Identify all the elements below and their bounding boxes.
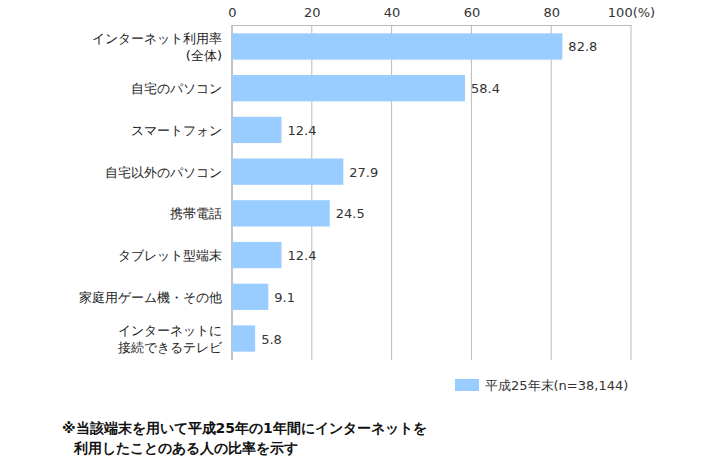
annotation-line: 利用したことのある人の比率を示す xyxy=(73,440,298,456)
legend: 平成25年末(n=38,144) xyxy=(455,378,628,393)
data-label: 5.8 xyxy=(261,332,282,347)
category-label-line: 携帯電話 xyxy=(170,206,222,221)
data-label: 12.4 xyxy=(287,123,316,138)
tick-label: 20 xyxy=(304,5,321,20)
category-label-line: (全体) xyxy=(186,48,222,63)
tick: 60 xyxy=(464,5,481,25)
data-label: 27.9 xyxy=(349,165,378,180)
plot: 0 20 40 60 80 100(%) インターネット利用率 (全体) 自宅のパソコンスマート… xyxy=(79,5,655,360)
category-label-line: スマートフォン xyxy=(131,123,222,138)
data-labels: 82.8 58.4 12.4 27.9 24.5 12.4 9.1 5.8 xyxy=(261,39,597,346)
x-axis: 0 20 40 60 80 100(%) xyxy=(228,5,655,26)
legend-swatch xyxy=(455,379,479,391)
data-label: 58.4 xyxy=(471,81,500,96)
category-label-line: 自宅のパソコン xyxy=(131,81,222,96)
data-label: 24.5 xyxy=(336,206,365,221)
bar xyxy=(232,33,562,59)
bar xyxy=(232,325,255,351)
data-label: 9.1 xyxy=(274,290,295,305)
data-label: 82.8 xyxy=(568,39,597,54)
bar xyxy=(232,117,281,143)
tick: 40 xyxy=(384,5,401,25)
tick: 20 xyxy=(304,5,321,25)
tick-label: 100(%) xyxy=(608,5,655,20)
tick: 80 xyxy=(543,5,560,25)
tick: 0 xyxy=(228,5,236,25)
bar xyxy=(232,200,330,226)
tick: 100(%) xyxy=(608,5,655,25)
annotation: ※当該端末を用いて平成25年の1年間にインターネットを利用したことのある人の比率… xyxy=(62,420,427,456)
legend-label: 平成25年末(n=38,144) xyxy=(485,378,628,393)
grid-line xyxy=(551,25,552,360)
category-label: タブレット型端末 xyxy=(118,248,222,263)
tick-label: 0 xyxy=(228,5,236,20)
annotation-line: ※当該端末を用いて平成25年の1年間にインターネットを xyxy=(62,420,427,436)
category-label: 自宅以外のパソコン xyxy=(105,165,222,180)
category-label: 家庭用ゲーム機・その他 xyxy=(79,290,222,305)
grid-line xyxy=(631,25,632,360)
bar xyxy=(232,284,268,310)
category-label: インターネット利用率 (全体) xyxy=(92,31,222,63)
category-label: 携帯電話 xyxy=(170,206,222,221)
tick-label: 80 xyxy=(543,5,560,20)
grid xyxy=(232,25,631,360)
category-label-line: 自宅以外のパソコン xyxy=(105,165,222,180)
category-label: 自宅のパソコン xyxy=(131,81,222,96)
category-label-line: インターネットに xyxy=(118,323,222,338)
category-label-line: 接続できるテレビ xyxy=(118,340,223,355)
grid-line xyxy=(471,25,472,360)
bar xyxy=(232,158,343,184)
y-axis: インターネット利用率 (全体) 自宅のパソコンスマートフォン自宅以外のパソコン携帯電… xyxy=(79,31,223,355)
tick-label: 40 xyxy=(384,5,401,20)
bar xyxy=(232,75,465,101)
axis-line xyxy=(233,25,632,26)
bars xyxy=(232,33,562,351)
tick-label: 60 xyxy=(464,5,481,20)
category-label: インターネットに接続できるテレビ xyxy=(118,323,223,355)
bar xyxy=(232,242,281,268)
category-label-line: タブレット型端末 xyxy=(118,248,222,263)
chart: 0 20 40 60 80 100(%) インターネット利用率 (全体) 自宅のパソコンスマート… xyxy=(0,0,709,467)
category-label: スマートフォン xyxy=(131,123,222,138)
category-label-line: 家庭用ゲーム機・その他 xyxy=(79,290,222,305)
category-label-line: インターネット利用率 xyxy=(92,31,222,46)
data-label: 12.4 xyxy=(287,248,316,263)
